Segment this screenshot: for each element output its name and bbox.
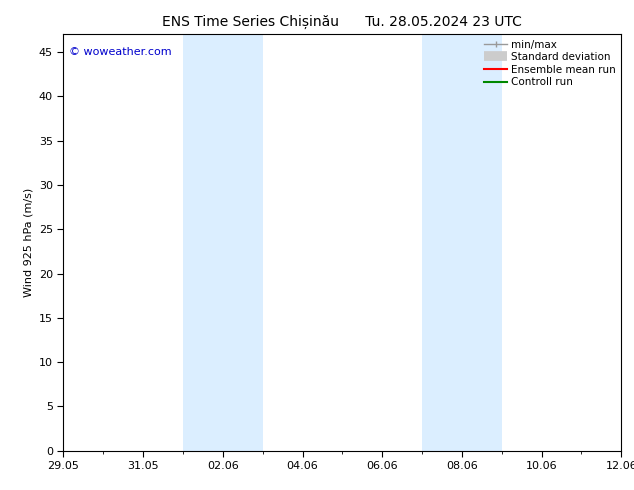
Title: ENS Time Series Chișinău      Tu. 28.05.2024 23 UTC: ENS Time Series Chișinău Tu. 28.05.2024 …	[162, 15, 522, 29]
Bar	[183, 34, 262, 451]
Text: © woweather.com: © woweather.com	[69, 47, 172, 57]
Legend: min/max, Standard deviation, Ensemble mean run, Controll run: min/max, Standard deviation, Ensemble me…	[481, 36, 619, 91]
Y-axis label: Wind 925 hPa (m/s): Wind 925 hPa (m/s)	[23, 188, 34, 297]
Bar	[422, 34, 501, 451]
